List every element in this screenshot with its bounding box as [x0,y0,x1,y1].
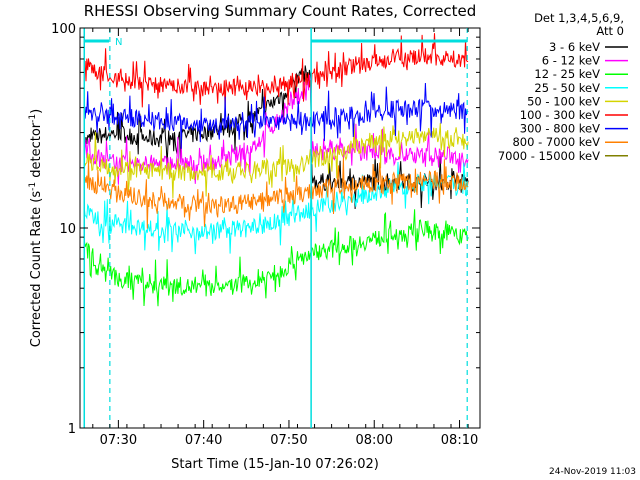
y-tick-label-0: 1 [68,422,76,437]
legend-label-0: 3 - 6 keV [549,40,600,54]
legend-label-1: 6 - 12 keV [542,54,600,68]
footer-timestamp: 24-Nov-2019 11:03 [549,467,636,477]
chart-title: RHESSI Observing Summary Count Rates, Co… [84,2,477,20]
series-line-2 [83,209,469,307]
night-label: N [115,37,122,48]
plot-area: N 1 10 100 07:30 07:40 07:50 08:00 08:10 [51,22,481,448]
series-line-3 [83,161,469,255]
x-tick-label-1: 07:40 [185,433,222,448]
y-axis-label: Corrected Count Rate (s-1 detector-1) [28,109,44,347]
series-line-4 [83,122,469,199]
y-axis-label-sup1: -1 [28,182,38,191]
x-tick-label-0: 07:30 [100,433,137,448]
legend-header-line2: Att 0 [596,24,624,38]
y-axis-label-sup2: -1 [28,114,38,123]
x-tick-label-2: 07:50 [270,433,307,448]
x-tick-label-4: 08:10 [441,433,478,448]
y-tick-label-1: 10 [59,222,76,237]
series-line-6 [83,82,469,149]
series-line-7 [83,157,469,229]
legend-label-4: 50 - 100 keV [527,94,600,108]
legend-label-2: 12 - 25 keV [534,67,600,81]
x-axis-label: Start Time (15-Jan-10 07:26:02) [171,457,379,472]
legend-label-3: 25 - 50 keV [534,81,600,95]
x-tick-label-3: 08:00 [356,433,393,448]
y-axis-label-part3: ) [29,109,44,114]
y-axis-label-part1: Corrected Count Rate (s [29,191,44,348]
y-axis-label-part2: detector [29,122,44,182]
legend-label-5: 100 - 300 keV [520,108,600,122]
series-line-5 [83,33,469,110]
legend-label-6: 300 - 800 keV [520,122,600,136]
legend-header-line1: Det 1,3,4,5,6,9, [534,11,624,25]
y-tick-label-2: 100 [51,22,76,37]
legend-label-7: 800 - 7000 keV [512,135,600,149]
legend-label-8: 7000 - 15000 keV [498,149,600,163]
